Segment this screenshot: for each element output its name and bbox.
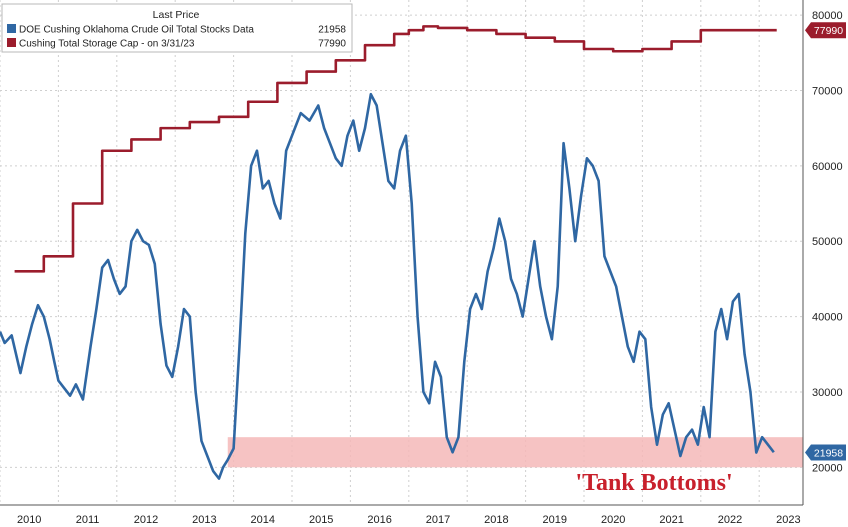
x-tick-label: 2023 (776, 514, 800, 526)
last-value-badge: 77990 (805, 22, 846, 39)
legend: Last Price DOE Cushing Oklahoma Crude Oi… (1, 3, 353, 53)
badge-shape (805, 22, 846, 39)
y-tick-label: 70000 (812, 85, 843, 97)
legend-swatch-stocks (7, 24, 16, 33)
x-tick-label: 2011 (76, 514, 100, 526)
series-lines (0, 25, 777, 480)
x-tick-label: 2015 (309, 514, 333, 526)
x-tick-label: 2014 (251, 514, 275, 526)
gridlines (0, 0, 803, 505)
plot-area (0, 0, 803, 505)
y-tick-label: 80000 (812, 10, 843, 22)
legend-label-capacity: Cushing Total Storage Cap - on 3/31/23 (19, 39, 195, 50)
badge-label: 77990 (814, 25, 843, 37)
x-tick-label: 2018 (484, 514, 508, 526)
x-tick-label: 2022 (718, 514, 742, 526)
x-tick-label: 2010 (17, 514, 41, 526)
badge-shape (805, 444, 846, 461)
x-tick-label: 2016 (367, 514, 391, 526)
x-tick-label: 2017 (426, 514, 450, 526)
x-tick-label: 2020 (601, 514, 625, 526)
last-value-badge: 21958 (805, 444, 846, 461)
legend-box (1, 3, 353, 53)
x-tick-label: 2012 (134, 514, 158, 526)
tank-bottoms-annotation: 'Tank Bottoms' (575, 470, 732, 496)
legend-header: Last Price (153, 9, 200, 21)
x-tick-label: 2021 (659, 514, 683, 526)
x-tick-label: 2013 (192, 514, 216, 526)
tank-bottoms-band (227, 437, 803, 468)
badge-label: 21958 (814, 448, 843, 460)
series-line-stocks (0, 92, 775, 480)
y-tick-label: 30000 (812, 387, 843, 399)
y-tick-label: 60000 (812, 161, 843, 173)
legend-value-capacity: 77990 (318, 39, 346, 50)
y-tick-label: 40000 (812, 312, 843, 324)
x-tick-label: 2019 (543, 514, 567, 526)
series-line-capacity (14, 25, 777, 273)
tank-bottoms-band-rect (227, 437, 803, 468)
legend-value-stocks: 21958 (318, 25, 346, 36)
last-value-badges: 77990 21958 (805, 22, 846, 461)
legend-swatch-capacity (7, 38, 16, 47)
legend-label-stocks: DOE Cushing Oklahoma Crude Oil Total Sto… (19, 25, 254, 36)
y-tick-label: 50000 (812, 236, 843, 248)
y-tick-label: 20000 (812, 462, 843, 474)
